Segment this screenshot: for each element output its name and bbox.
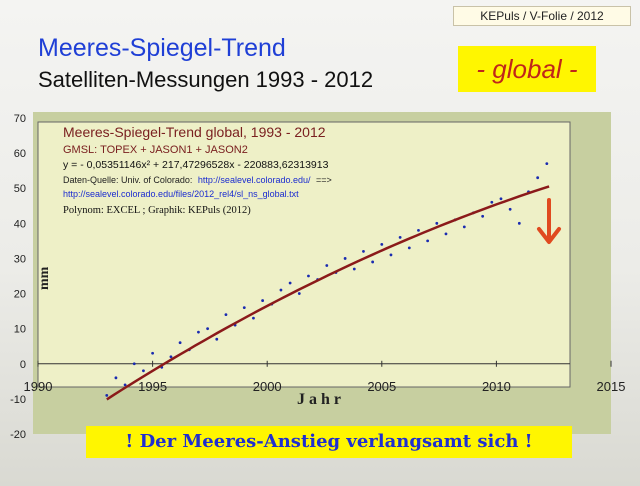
x-tick-label: 2000 [253, 379, 282, 394]
data-point [426, 239, 430, 243]
data-point [261, 299, 265, 302]
x-tick-label: 2015 [597, 379, 626, 394]
y-tick-label: 20 [14, 289, 26, 301]
data-point [545, 162, 549, 166]
y-tick-label: -20 [10, 429, 26, 441]
data-point [242, 306, 246, 309]
data-point [435, 221, 439, 225]
y-tick-label: 70 [14, 113, 26, 125]
data-point [362, 250, 365, 253]
slide-subtitle: Satelliten-Messungen 1993 - 2012 [38, 67, 374, 92]
x-tick-label: 2005 [367, 379, 396, 394]
down-arrow-icon [537, 198, 561, 244]
source-url-2[interactable]: http://sealevel.colorado.edu/files/2012_… [63, 189, 299, 199]
credit-label: KEPuls / V-Folie / 2012 [453, 6, 631, 26]
data-point [389, 253, 393, 257]
x-tick-label: 2010 [482, 379, 511, 394]
data-point [398, 235, 402, 239]
source-annotation: Daten-Quelle: Univ. of Colorado: http://… [63, 175, 332, 185]
equation-annotation: y = - 0,05351146x² + 217,47296528x - 220… [63, 159, 329, 171]
source-arrow: ==> [316, 175, 332, 185]
y-tick-label: 0 [20, 359, 26, 371]
data-point [142, 369, 145, 373]
data-point [215, 337, 219, 341]
data-point [224, 313, 228, 317]
y-tick-label: 10 [14, 324, 26, 336]
data-point [444, 232, 448, 236]
y-tick-label: 50 [14, 183, 26, 195]
source-url-1[interactable]: http://sealevel.colorado.edu/ [198, 175, 311, 185]
data-point [178, 341, 182, 345]
source-label: Daten-Quelle: Univ. of Colorado: [63, 175, 192, 185]
data-point [481, 214, 485, 218]
conclusion-banner: ! Der Meeres-Anstieg verlangsamt sich ! [86, 426, 572, 458]
data-point [536, 176, 540, 180]
data-point [490, 200, 494, 204]
data-point [380, 243, 384, 246]
data-point [288, 281, 292, 285]
data-point [407, 246, 411, 250]
data-point [417, 228, 420, 232]
data-point [352, 267, 356, 271]
y-tick-label: -10 [10, 394, 26, 406]
data-point [114, 376, 118, 380]
trend-line [106, 185, 550, 401]
data-point [169, 355, 173, 359]
y-tick-label: 40 [14, 218, 26, 230]
global-badge: - global - [458, 46, 596, 92]
data-point [517, 221, 521, 225]
data-point [462, 225, 466, 229]
data-point [252, 316, 255, 320]
y-tick-label: 60 [14, 148, 26, 160]
data-point [371, 260, 375, 264]
series-annotation: GMSL: TOPEX + JASON1 + JASON2 [63, 144, 248, 156]
credit-annotation: Polynom: EXCEL ; Graphik: KEPuls (2012) [63, 205, 251, 216]
x-tick-label: 1990 [24, 379, 53, 394]
data-point [279, 288, 283, 292]
data-point [297, 292, 301, 295]
data-point [206, 327, 210, 331]
y-tick-label: 30 [14, 253, 26, 265]
inner-plot-frame [37, 121, 571, 388]
x-axis-label: J a h r [297, 391, 341, 408]
data-point [132, 362, 136, 366]
data-point [123, 383, 127, 387]
x-tick-label: 1995 [138, 379, 167, 394]
data-point [151, 351, 155, 355]
data-point [197, 330, 200, 334]
data-point [105, 393, 109, 397]
data-point [343, 257, 347, 260]
y-axis-label: mm [37, 266, 52, 290]
slide-title: Meeres-Spiegel-Trend [38, 34, 286, 62]
chart-title: Meeres-Spiegel-Trend global, 1993 - 2012 [63, 124, 326, 140]
data-point [307, 274, 310, 278]
data-point [325, 264, 329, 267]
data-point [499, 197, 503, 201]
data-point [508, 207, 512, 211]
